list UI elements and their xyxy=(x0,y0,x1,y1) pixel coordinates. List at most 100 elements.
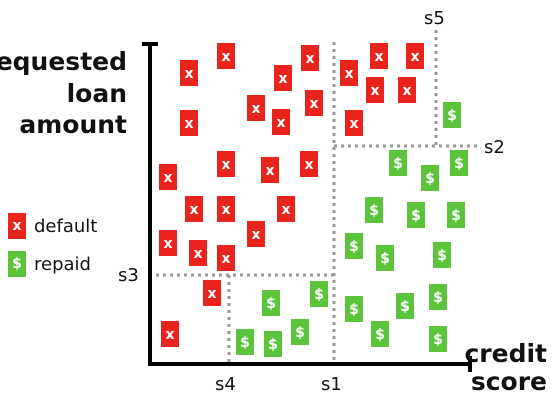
default-marker: x xyxy=(261,157,279,183)
svg-text:$: $ xyxy=(375,327,385,343)
default-marker: x xyxy=(345,110,363,136)
svg-text:$: $ xyxy=(393,156,403,172)
repaid-marker: $ xyxy=(345,233,363,259)
default-marker: x xyxy=(189,240,207,266)
default-marker: x xyxy=(277,196,295,222)
split-label-s1: s1 xyxy=(321,374,342,395)
default-marker: x xyxy=(247,95,265,121)
default-marker: x xyxy=(301,45,319,71)
repaid-marker: $ xyxy=(365,197,383,223)
repaid-marker: $ xyxy=(429,326,447,352)
repaid-marker: $ xyxy=(429,284,447,310)
default-marker: x xyxy=(370,43,388,69)
svg-text:x: x xyxy=(163,170,172,186)
svg-text:x: x xyxy=(165,327,174,343)
svg-text:$: $ xyxy=(295,325,305,341)
repaid-marker: $ xyxy=(345,296,363,322)
split-label-s3: s3 xyxy=(118,265,139,286)
svg-text:$: $ xyxy=(380,251,390,267)
svg-text:x: x xyxy=(221,202,230,218)
svg-text:x: x xyxy=(370,83,379,99)
svg-text:$: $ xyxy=(268,337,278,353)
svg-text:$: $ xyxy=(400,299,410,315)
default-marker: x xyxy=(305,90,323,116)
svg-text:x: x xyxy=(374,49,383,65)
svg-text:x: x xyxy=(221,251,230,267)
y-axis-label-line-2: loan xyxy=(66,79,127,108)
svg-text:$: $ xyxy=(349,239,359,255)
repaid-marker-icon: $ xyxy=(8,251,26,277)
split-label-s2: s2 xyxy=(484,137,505,158)
svg-text:$: $ xyxy=(454,156,464,172)
svg-text:$: $ xyxy=(437,248,447,264)
svg-text:$: $ xyxy=(451,208,461,224)
default-marker: x xyxy=(159,230,177,256)
repaid-marker: $ xyxy=(264,331,282,357)
x-axis-label-line-1: credit xyxy=(464,339,547,368)
default-marker: x xyxy=(159,164,177,190)
default-marker: x xyxy=(180,110,198,136)
svg-text:x: x xyxy=(276,115,285,131)
y-axis-label-line-3: amount xyxy=(19,110,127,139)
svg-text:x: x xyxy=(221,157,230,173)
svg-text:x: x xyxy=(304,157,313,173)
repaid-marker: $ xyxy=(389,150,407,176)
svg-text:x: x xyxy=(207,286,216,302)
split-label-s5: s5 xyxy=(424,8,445,29)
default-marker: x xyxy=(300,151,318,177)
default-marker: x xyxy=(340,60,358,86)
default-marker: x xyxy=(161,321,179,347)
default-marker: x xyxy=(406,43,424,69)
legend-default: x default xyxy=(8,213,97,239)
legend-repaid: $ repaid xyxy=(8,251,91,277)
svg-text:$: $ xyxy=(425,171,435,187)
default-marker: x xyxy=(203,280,221,306)
svg-text:x: x xyxy=(402,83,411,99)
svg-text:$: $ xyxy=(240,335,250,351)
legend-default-label: default xyxy=(34,215,98,237)
default-marker: x xyxy=(217,151,235,177)
svg-text:$: $ xyxy=(349,302,359,318)
svg-text:x: x xyxy=(251,227,260,243)
svg-text:x: x xyxy=(278,71,287,87)
svg-text:$: $ xyxy=(433,290,443,306)
repaid-marker: $ xyxy=(376,245,394,271)
svg-text:x: x xyxy=(410,49,419,65)
svg-text:x: x xyxy=(305,51,314,67)
repaid-marker: $ xyxy=(407,202,425,228)
default-marker: x xyxy=(398,77,416,103)
svg-text:x: x xyxy=(189,202,198,218)
svg-text:x: x xyxy=(184,116,193,132)
repaid-marker: $ xyxy=(443,102,461,128)
default-marker: x xyxy=(274,65,292,91)
svg-text:x: x xyxy=(344,66,353,82)
repaid-marker: $ xyxy=(447,202,465,228)
svg-text:x: x xyxy=(163,236,172,252)
svg-text:x: x xyxy=(309,96,318,112)
svg-text:x: x xyxy=(251,101,260,117)
svg-text:$: $ xyxy=(433,332,443,348)
svg-text:x: x xyxy=(193,246,202,262)
repaid-marker: $ xyxy=(236,329,254,355)
x-axis-label-line-2: score xyxy=(470,367,547,396)
legend-repaid-label: repaid xyxy=(34,253,91,275)
svg-text:x: x xyxy=(184,66,193,82)
default-marker: x xyxy=(180,60,198,86)
y-axis-label-line-1: requested xyxy=(0,47,127,76)
svg-text:$: $ xyxy=(411,208,421,224)
repaid-marker: $ xyxy=(291,319,309,345)
default-marker-icon: x xyxy=(8,213,26,239)
svg-text:$: $ xyxy=(314,287,324,303)
default-marker: x xyxy=(217,196,235,222)
repaid-marker: $ xyxy=(310,281,328,307)
repaid-marker: $ xyxy=(396,293,414,319)
default-marker: x xyxy=(272,109,290,135)
svg-text:x: x xyxy=(349,116,358,132)
svg-text:x: x xyxy=(221,49,230,65)
default-marker: x xyxy=(217,245,235,271)
split-label-s4: s4 xyxy=(215,374,236,395)
repaid-marker: $ xyxy=(450,150,468,176)
